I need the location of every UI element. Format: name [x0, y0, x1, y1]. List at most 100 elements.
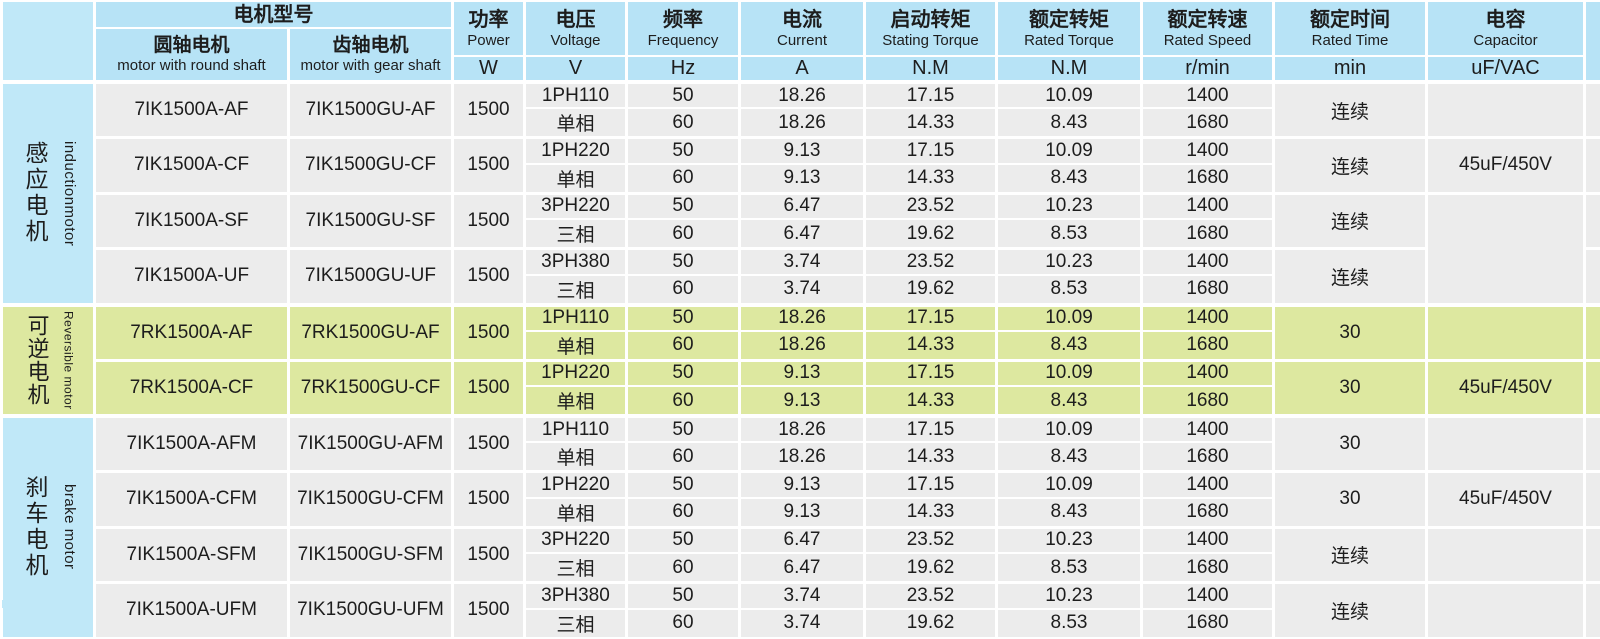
- voltage-code: 3PH380: [525, 249, 627, 275]
- voltage-code: 3PH220: [525, 193, 627, 219]
- power-value: 1500: [453, 472, 525, 528]
- current-value: 18.26: [740, 442, 865, 472]
- voltage-phase: 三相: [525, 275, 627, 305]
- group-label-cn: 刹车电机: [18, 475, 52, 579]
- gear-shaft-model: 7IK1500GU-UF: [289, 249, 453, 305]
- starting-torque-value: 14.33: [865, 442, 997, 472]
- rated-torque-value: 8.53: [997, 609, 1142, 638]
- capacitor-value: [1427, 416, 1585, 472]
- round-shaft-model: 7IK1500A-AFM: [95, 416, 289, 472]
- rated-speed-value: 1400: [1142, 193, 1274, 219]
- table-edge-strip: [1585, 527, 1600, 583]
- rated-torque-value: 10.23: [997, 193, 1142, 219]
- rated-speed-value: 1680: [1142, 219, 1274, 249]
- col-header-current: 电流 Current: [740, 1, 865, 56]
- table-edge-strip-header: [1585, 1, 1600, 82]
- power-value: 1500: [453, 360, 525, 416]
- current-value: 9.13: [740, 164, 865, 194]
- current-value: 3.74: [740, 609, 865, 638]
- current-value: 18.26: [740, 305, 865, 331]
- rated-speed-value: 1400: [1142, 249, 1274, 275]
- power-value: 1500: [453, 305, 525, 361]
- rated-time-value: 30: [1274, 416, 1427, 472]
- capacitor-value: 45uF/450V: [1427, 472, 1585, 528]
- frequency-value: 50: [627, 193, 740, 219]
- gear-shaft-model: 7IK1500GU-AFM: [289, 416, 453, 472]
- table-edge-strip: [1585, 249, 1600, 305]
- group-label-cn: 可逆电机: [21, 314, 53, 406]
- rated-torque-value: 8.43: [997, 331, 1142, 361]
- rated-torque-value: 10.23: [997, 527, 1142, 553]
- gear-shaft-model: 7IK1500GU-UFM: [289, 583, 453, 638]
- rated-torque-value: 8.53: [997, 553, 1142, 583]
- rated-time-value: 30: [1274, 305, 1427, 361]
- unit-frequency: Hz: [627, 56, 740, 82]
- rated-speed-value: 1400: [1142, 472, 1274, 498]
- rated-time-value: 30: [1274, 472, 1427, 528]
- rated-torque-value: 8.43: [997, 498, 1142, 528]
- voltage-phase: 三相: [525, 219, 627, 249]
- frequency-value: 60: [627, 219, 740, 249]
- col-header-capacitor: 电容 Capacitor: [1427, 1, 1585, 56]
- rated-speed-value: 1400: [1142, 82, 1274, 108]
- table-edge-strip: [1585, 583, 1600, 638]
- rated-torque-value: 10.09: [997, 360, 1142, 386]
- starting-torque-value: 23.52: [865, 527, 997, 553]
- gear-shaft-model: 7IK1500GU-AF: [289, 82, 453, 138]
- frequency-value: 60: [627, 108, 740, 138]
- col-header-rated-torque: 额定转矩 Rated Torque: [997, 1, 1142, 56]
- round-shaft-model: 7IK1500A-CFM: [95, 472, 289, 528]
- col-header-power: 功率 Power: [453, 1, 525, 56]
- unit-rated-torque: N.M: [997, 56, 1142, 82]
- unit-capacitor: uF/VAC: [1427, 56, 1585, 82]
- rated-speed-value: 1680: [1142, 498, 1274, 528]
- voltage-code: 1PH220: [525, 472, 627, 498]
- rated-speed-value: 1680: [1142, 442, 1274, 472]
- unit-power: W: [453, 56, 525, 82]
- col-header-round-shaft: 圆轴电机 motor with round shaft: [95, 28, 289, 82]
- rated-torque-value: 8.43: [997, 442, 1142, 472]
- rated-torque-value: 10.09: [997, 82, 1142, 108]
- col-header-gear-shaft: 齿轴电机 motor with gear shaft: [289, 28, 453, 82]
- round-shaft-model: 7IK1500A-SF: [95, 193, 289, 249]
- rated-time-value: 连续: [1274, 193, 1427, 249]
- frequency-value: 50: [627, 360, 740, 386]
- model-group-title: 电机型号: [234, 4, 314, 26]
- col-header-model-group: 电机型号: [95, 1, 453, 28]
- round-shaft-model: 7IK1500A-UFM: [95, 583, 289, 638]
- rated-torque-value: 10.09: [997, 138, 1142, 164]
- starting-torque-value: 14.33: [865, 386, 997, 416]
- current-value: 9.13: [740, 138, 865, 164]
- rated-torque-value: 8.43: [997, 108, 1142, 138]
- current-value: 9.13: [740, 386, 865, 416]
- capacitor-value: [1427, 82, 1585, 138]
- round-shaft-model: 7IK1500A-AF: [95, 82, 289, 138]
- frequency-value: 60: [627, 331, 740, 361]
- starting-torque-value: 19.62: [865, 219, 997, 249]
- starting-torque-value: 17.15: [865, 360, 997, 386]
- col-header-frequency: 频率 Frequency: [627, 1, 740, 56]
- current-value: 6.47: [740, 193, 865, 219]
- rated-torque-value: 8.53: [997, 275, 1142, 305]
- starting-torque-value: 17.15: [865, 138, 997, 164]
- voltage-phase: 三相: [525, 553, 627, 583]
- unit-rated-speed: r/min: [1142, 56, 1274, 82]
- frequency-value: 60: [627, 164, 740, 194]
- voltage-phase: 三相: [525, 609, 627, 638]
- rated-torque-value: 10.23: [997, 249, 1142, 275]
- rated-speed-value: 1680: [1142, 609, 1274, 638]
- voltage-phase: 单相: [525, 108, 627, 138]
- rated-speed-value: 1680: [1142, 275, 1274, 305]
- current-value: 6.47: [740, 219, 865, 249]
- power-value: 1500: [453, 193, 525, 249]
- rated-torque-value: 10.09: [997, 416, 1142, 442]
- frequency-value: 50: [627, 583, 740, 609]
- col-header-rated-speed: 额定转速 Rated Speed: [1142, 1, 1274, 56]
- current-value: 6.47: [740, 553, 865, 583]
- voltage-phase: 单相: [525, 386, 627, 416]
- power-value: 1500: [453, 583, 525, 638]
- frequency-value: 50: [627, 138, 740, 164]
- current-value: 18.26: [740, 416, 865, 442]
